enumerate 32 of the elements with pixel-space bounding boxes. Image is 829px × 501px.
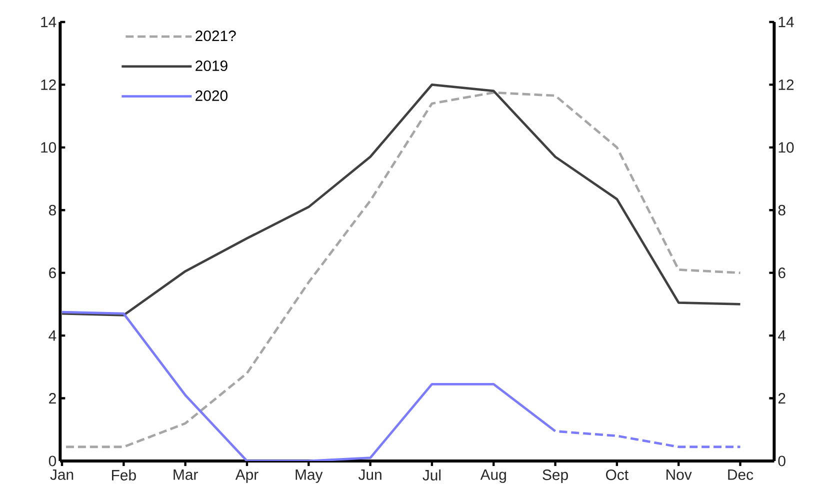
x-tick-label: Jun [358, 470, 382, 480]
x-tick-label: Jul [422, 470, 440, 480]
y2-tick-label: 4 [778, 330, 786, 341]
x-tick-label: Feb [112, 470, 136, 480]
x-tick-label: Nov [666, 470, 692, 480]
y2-tick-label: 10 [778, 142, 794, 153]
y-tick-label: 14 [41, 16, 56, 28]
x-tick-label: Mar [174, 470, 198, 480]
y-tick-label: 8 [48, 204, 56, 216]
x-tick-label: Aug [480, 470, 506, 483]
y-tick-label: 6 [49, 268, 56, 278]
y2-tick-label: 12 [778, 79, 794, 90]
y-tick-label: 10 [41, 142, 56, 153]
line-series [60, 84, 742, 316]
y-tick-label: 4 [48, 330, 56, 341]
legend-label: 2020 [196, 90, 228, 101]
y2-tick-label: 14 [778, 16, 794, 28]
y-tick-label: 2 [49, 393, 56, 404]
legend-label: 2021? [196, 30, 236, 42]
y-tick-label: 0 [48, 456, 56, 466]
y2-tick-label: 2 [778, 393, 786, 404]
y2-tick-label: 0 [778, 456, 786, 466]
y2-tick-label: 8 [778, 204, 786, 216]
y-tick-label: 12 [41, 79, 56, 90]
y2-tick-label: 6 [778, 268, 786, 278]
x-tick-label: Jan [50, 470, 74, 480]
x-tick-label: Dec [728, 470, 754, 480]
x-tick-label: Apr [235, 470, 258, 483]
x-tick-label: May [296, 470, 323, 483]
x-tick-label: Oct [606, 470, 628, 480]
x-tick-label: Sep [542, 470, 568, 484]
legend-label: 2019 [196, 60, 228, 72]
